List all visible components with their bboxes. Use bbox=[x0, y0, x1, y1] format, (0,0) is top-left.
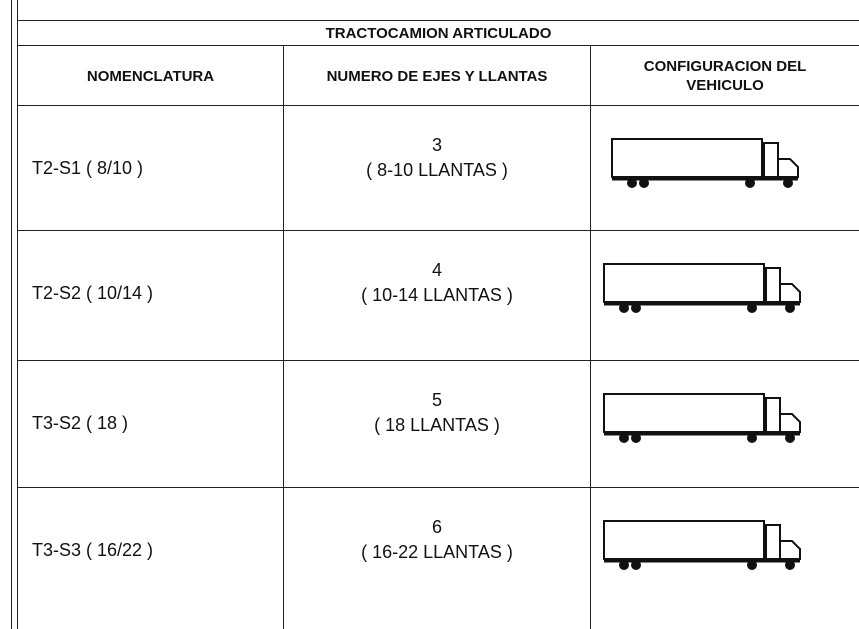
truck-icon bbox=[603, 393, 801, 443]
col-divider bbox=[590, 45, 591, 629]
tire-count: ( 18 LLANTAS ) bbox=[374, 414, 500, 435]
axle-count: 3 bbox=[431, 134, 442, 155]
axle-count: 5 bbox=[431, 389, 442, 410]
tire-count: ( 16-22 LLANTAS ) bbox=[361, 541, 513, 562]
tire-count: ( 8-10 LLANTAS ) bbox=[366, 159, 508, 180]
axle-count: 4 bbox=[431, 259, 442, 280]
col-divider bbox=[283, 45, 284, 629]
column-header: NUMERO DE EJES Y LLANTAS bbox=[326, 67, 548, 85]
table-title: TRACTOCAMION ARTICULADO bbox=[325, 24, 552, 42]
column-header: CONFIGURACION DEL VEHICULO bbox=[643, 58, 807, 94]
tire-count: ( 10-14 LLANTAS ) bbox=[361, 284, 513, 305]
nomenclature: T3-S2 ( 18 ) bbox=[32, 413, 129, 433]
axle-count: 6 bbox=[431, 516, 442, 537]
truck-icon bbox=[611, 138, 799, 188]
nomenclature: T3-S3 ( 16/22 ) bbox=[32, 540, 154, 560]
rule bbox=[17, 230, 859, 231]
rule bbox=[17, 360, 859, 361]
column-header: NOMENCLATURA bbox=[86, 67, 215, 85]
nomenclature: T2-S1 ( 8/10 ) bbox=[32, 158, 144, 178]
rule bbox=[17, 487, 859, 488]
nomenclature: T2-S2 ( 10/14 ) bbox=[32, 283, 154, 303]
rule bbox=[17, 105, 859, 106]
rule bbox=[17, 45, 859, 46]
border-left-inner bbox=[17, 0, 18, 629]
border-left-outer bbox=[11, 0, 12, 629]
truck-icon bbox=[603, 520, 801, 570]
truck-icon bbox=[603, 263, 801, 313]
border-top bbox=[17, 20, 859, 21]
